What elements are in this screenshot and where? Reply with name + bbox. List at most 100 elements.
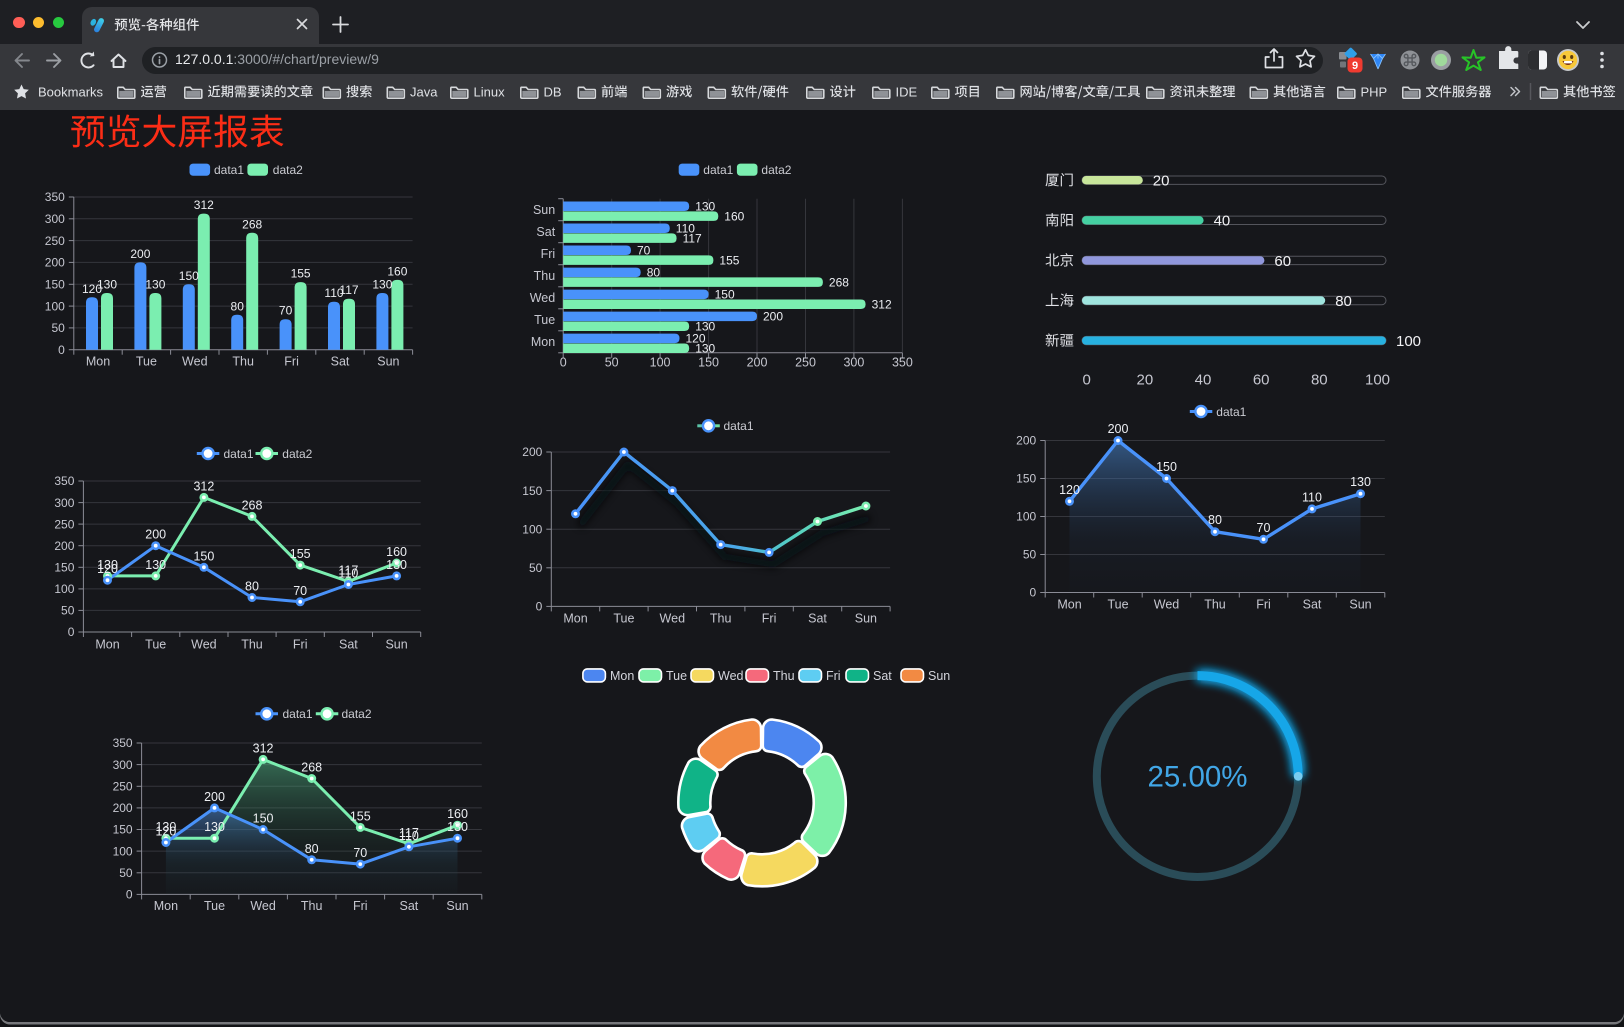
svg-text:data2: data2 [273, 163, 303, 177]
svg-text:data2: data2 [761, 163, 791, 177]
svg-text:300: 300 [113, 758, 133, 772]
svg-text:268: 268 [301, 761, 322, 775]
svg-text:250: 250 [54, 517, 74, 531]
svg-text:150: 150 [45, 278, 65, 292]
svg-text:200: 200 [204, 790, 225, 804]
svg-text:150: 150 [1156, 460, 1177, 474]
svg-text:IDE: IDE [896, 84, 918, 99]
svg-text:Tue: Tue [534, 313, 555, 327]
svg-text:130: 130 [386, 558, 407, 572]
svg-text:DB: DB [544, 84, 562, 99]
svg-text:50: 50 [119, 866, 133, 880]
svg-text:Mon: Mon [86, 355, 110, 369]
svg-text:130: 130 [447, 820, 468, 834]
svg-text:350: 350 [892, 356, 913, 370]
svg-text:200: 200 [54, 539, 74, 553]
svg-text:130: 130 [695, 200, 715, 214]
svg-text:80: 80 [231, 299, 245, 313]
svg-text:Sat: Sat [339, 638, 358, 652]
svg-text:0: 0 [1083, 372, 1091, 389]
svg-text:Fri: Fri [284, 355, 299, 369]
svg-text:0: 0 [560, 356, 567, 370]
svg-text:Wed: Wed [182, 355, 208, 369]
svg-text:Sat: Sat [808, 612, 827, 626]
svg-text:155: 155 [350, 809, 371, 823]
svg-text:150: 150 [1016, 472, 1036, 486]
svg-text:Fri: Fri [1256, 597, 1271, 611]
svg-text:117: 117 [339, 283, 358, 297]
svg-text:80: 80 [1311, 372, 1328, 389]
svg-text:Java: Java [410, 84, 438, 99]
svg-text:130: 130 [155, 820, 176, 834]
svg-text:130: 130 [97, 278, 117, 292]
svg-text:150: 150 [698, 356, 719, 370]
svg-text:Fri: Fri [353, 899, 368, 913]
svg-text:data1: data1 [214, 163, 244, 177]
svg-text:155: 155 [719, 254, 739, 268]
svg-text:Tue: Tue [1107, 597, 1128, 611]
svg-text:data1: data1 [703, 163, 733, 177]
svg-text:200: 200 [113, 801, 133, 815]
svg-text:120: 120 [97, 562, 118, 576]
svg-text:100: 100 [113, 844, 133, 858]
svg-text:Thu: Thu [534, 269, 556, 283]
svg-text:40: 40 [1195, 372, 1212, 389]
svg-text:50: 50 [1023, 548, 1037, 562]
svg-text:0: 0 [58, 343, 65, 357]
svg-text:150: 150 [113, 823, 133, 837]
svg-text:120: 120 [155, 825, 176, 839]
svg-text:70: 70 [293, 584, 307, 598]
svg-text:200: 200 [145, 528, 166, 542]
svg-text:Wed: Wed [530, 291, 556, 305]
svg-text:Thu: Thu [301, 899, 323, 913]
svg-text:Thu: Thu [710, 612, 732, 626]
svg-text:100: 100 [1365, 372, 1390, 389]
svg-text:0: 0 [126, 888, 133, 902]
svg-text:Tue: Tue [666, 669, 687, 683]
svg-text:150: 150 [715, 288, 735, 302]
svg-text:312: 312 [194, 198, 214, 212]
svg-text:Sun: Sun [928, 669, 950, 683]
svg-text:150: 150 [253, 812, 274, 826]
svg-text:100: 100 [522, 522, 542, 536]
svg-text:200: 200 [763, 310, 783, 324]
svg-text:300: 300 [54, 496, 74, 510]
svg-text:70: 70 [637, 244, 651, 258]
svg-text:250: 250 [795, 356, 816, 370]
svg-text:350: 350 [45, 190, 65, 204]
svg-text:150: 150 [54, 561, 74, 575]
svg-text:100: 100 [45, 299, 65, 313]
svg-text:Mon: Mon [610, 669, 634, 683]
svg-text:155: 155 [290, 547, 311, 561]
svg-text:268: 268 [242, 498, 263, 512]
svg-text:Sun: Sun [855, 612, 877, 626]
svg-text:60: 60 [1274, 253, 1291, 270]
svg-text:80: 80 [1335, 293, 1352, 310]
svg-text:20: 20 [1137, 372, 1154, 389]
svg-text:Wed: Wed [1154, 597, 1180, 611]
svg-text:Tue: Tue [204, 899, 225, 913]
svg-text:Bookmarks: Bookmarks [38, 84, 104, 99]
svg-text:data1: data1 [283, 707, 313, 721]
svg-text:120: 120 [686, 332, 706, 346]
svg-text:Thu: Thu [1204, 597, 1226, 611]
svg-text:110: 110 [399, 829, 419, 843]
svg-text:100: 100 [54, 582, 74, 596]
svg-text:268: 268 [829, 276, 849, 290]
svg-text:Sat: Sat [536, 225, 555, 239]
svg-text:110: 110 [324, 286, 343, 300]
svg-text:0: 0 [536, 600, 543, 614]
svg-text:Sun: Sun [385, 638, 407, 652]
svg-text:50: 50 [605, 356, 619, 370]
svg-text:312: 312 [872, 298, 892, 312]
svg-text:Wed: Wed [660, 612, 686, 626]
svg-text:Linux: Linux [474, 84, 506, 99]
svg-text:Mon: Mon [531, 335, 555, 349]
svg-text:250: 250 [45, 234, 65, 248]
svg-text:117: 117 [338, 564, 358, 578]
svg-text:25.00%: 25.00% [1147, 761, 1247, 794]
svg-text:80: 80 [647, 266, 661, 280]
svg-text:100: 100 [1396, 333, 1421, 350]
svg-text:80: 80 [1208, 513, 1222, 527]
svg-text:Fri: Fri [541, 247, 556, 261]
